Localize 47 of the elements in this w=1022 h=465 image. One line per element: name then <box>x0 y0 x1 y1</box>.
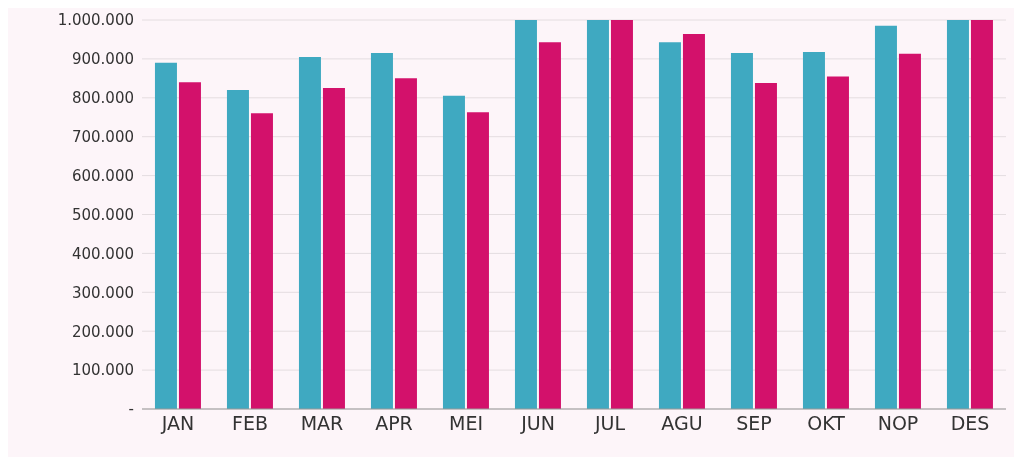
y-tick-label: 1.000.000 <box>57 11 134 30</box>
bar <box>730 53 753 409</box>
x-tick-label: SEP <box>736 412 772 435</box>
x-tick-label: MAR <box>300 412 344 435</box>
y-tick-label: - <box>128 400 134 419</box>
bar <box>322 88 345 409</box>
x-tick-label: JUL <box>593 412 626 435</box>
x-tick-label: DES <box>950 412 990 435</box>
bar <box>466 112 489 409</box>
bar <box>826 76 849 409</box>
bar <box>394 78 417 409</box>
y-tick-label: 400.000 <box>71 244 134 263</box>
y-tick-label: 700.000 <box>71 128 134 147</box>
y-tick-label: 100.000 <box>71 361 134 380</box>
bar <box>370 53 393 409</box>
x-tick-label: FEB <box>232 412 268 435</box>
bar <box>586 20 609 409</box>
bar <box>250 113 273 409</box>
bar <box>874 25 897 409</box>
y-tick-label: 300.000 <box>71 283 134 302</box>
x-tick-label: APR <box>375 412 413 435</box>
x-tick-label: NOP <box>877 412 919 435</box>
x-tick-label: MEI <box>448 412 484 435</box>
bar <box>658 42 681 409</box>
y-tick-label: 900.000 <box>71 50 134 69</box>
y-tick-label: 800.000 <box>71 89 134 108</box>
bar <box>898 53 921 409</box>
bar <box>970 20 993 409</box>
bar <box>226 90 249 409</box>
bar <box>154 62 177 409</box>
x-tick-label: JUN <box>520 412 555 435</box>
bar <box>514 20 537 409</box>
x-tick-label: OKT <box>807 412 846 435</box>
bar <box>298 56 321 409</box>
y-tick-label: 200.000 <box>71 322 134 341</box>
y-tick-label: 500.000 <box>71 205 134 224</box>
y-tick-label: 600.000 <box>71 166 134 185</box>
bar <box>754 83 777 409</box>
bar <box>946 20 969 409</box>
bar <box>610 20 633 409</box>
x-tick-label: JAN <box>160 412 195 435</box>
bar <box>538 42 561 409</box>
bar <box>802 51 825 409</box>
bar <box>682 34 705 409</box>
x-tick-label: AGU <box>661 412 703 435</box>
bar <box>178 82 201 409</box>
bar <box>442 95 465 409</box>
